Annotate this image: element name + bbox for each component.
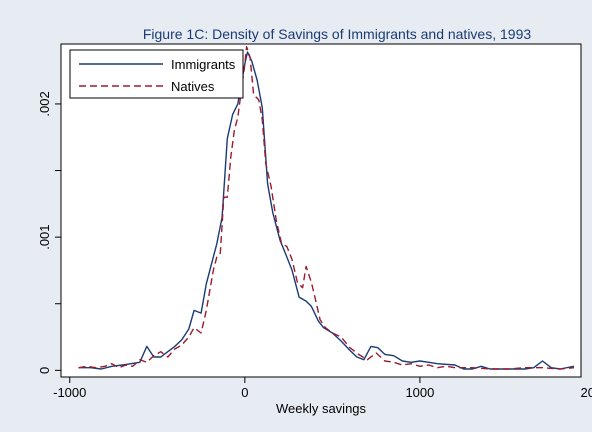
y-axis: 0 .001 .002 xyxy=(37,91,61,374)
series-line-natives xyxy=(78,46,575,370)
x-axis: -1000 0 1000 2000 xyxy=(53,377,592,400)
chart-title: Figure 1C: Density of Savings of Immigra… xyxy=(143,26,532,42)
legend-label-immigrants: Immigrants xyxy=(171,57,236,72)
y-tick-label: .002 xyxy=(37,91,52,116)
series-line-immigrants xyxy=(78,51,575,370)
y-tick-label: 0 xyxy=(37,367,52,374)
series-layer xyxy=(78,46,575,370)
x-tick-label: 1000 xyxy=(405,385,434,400)
x-tick-label: -1000 xyxy=(53,385,86,400)
x-tick-label: 0 xyxy=(241,385,248,400)
legend: Immigrants Natives xyxy=(69,49,244,99)
x-axis-title: Weekly savings xyxy=(276,401,367,416)
legend-box xyxy=(69,49,244,99)
y-tick-label: .001 xyxy=(37,224,52,249)
legend-label-natives: Natives xyxy=(171,79,215,94)
x-tick-label: 2000 xyxy=(581,385,592,400)
